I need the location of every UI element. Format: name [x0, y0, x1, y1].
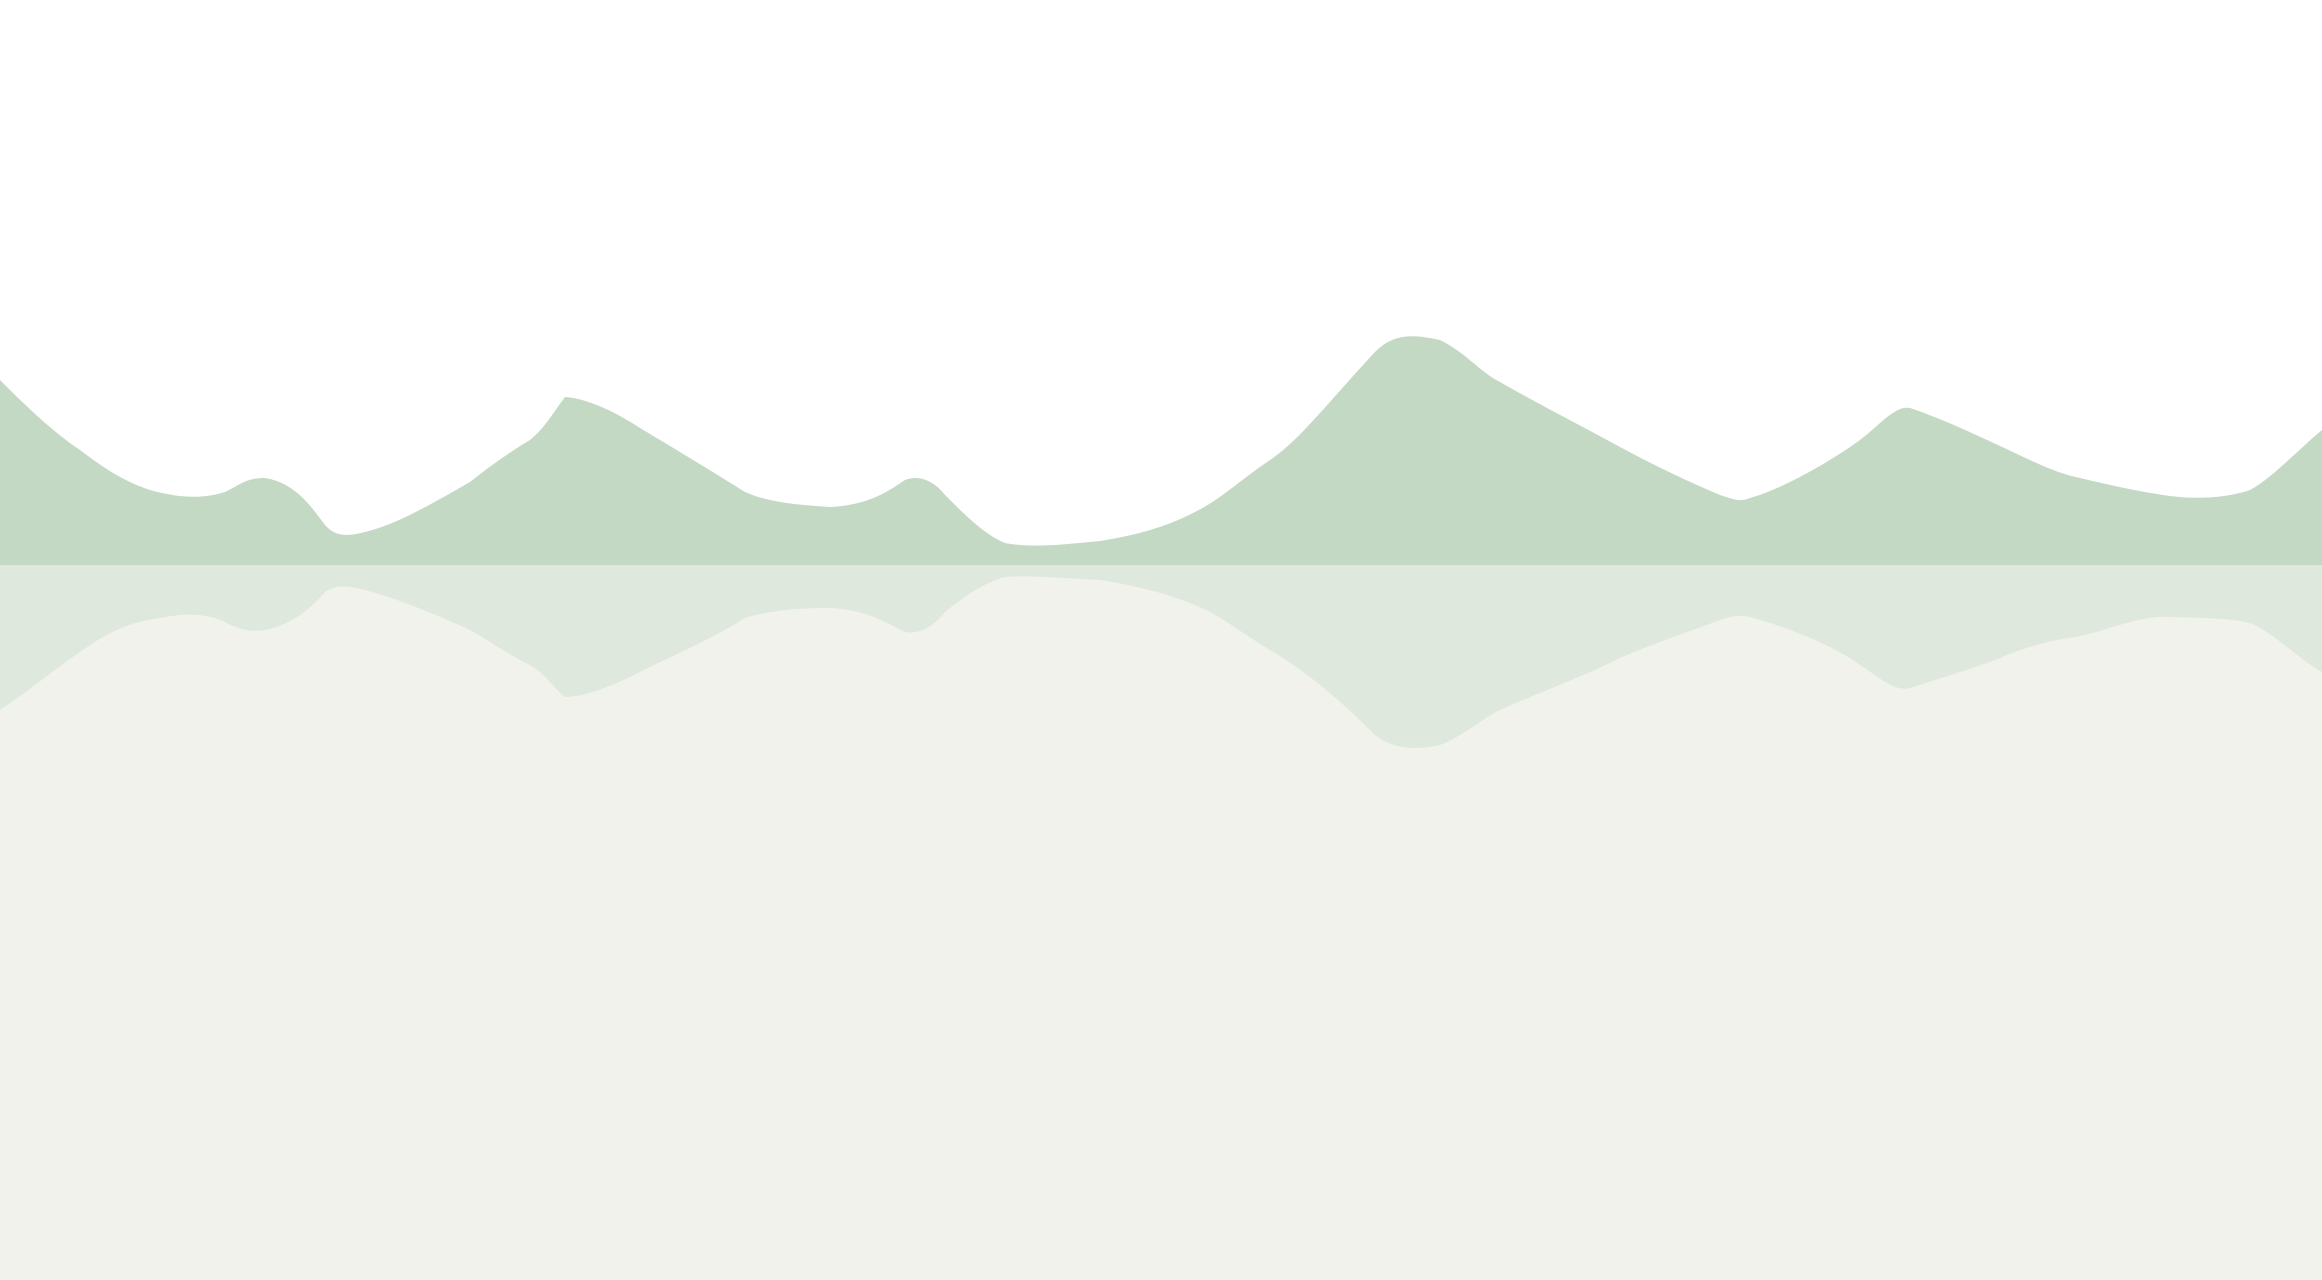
- mountain-range: [0, 336, 2322, 565]
- water-surface: [0, 576, 2322, 1280]
